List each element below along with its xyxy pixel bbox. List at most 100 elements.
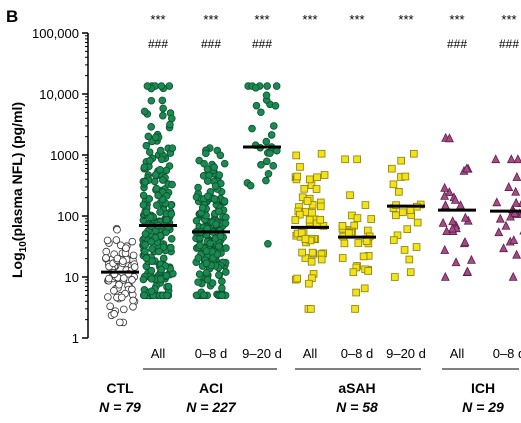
data-point [494, 227, 504, 237]
data-point [262, 157, 271, 166]
data-point [448, 223, 457, 233]
significance-stars: *** [302, 12, 317, 27]
group-n: N = 227 [186, 399, 237, 415]
data-point [130, 263, 139, 271]
data-point [460, 212, 470, 222]
data-point [292, 151, 301, 160]
data-point [145, 195, 153, 203]
data-point [349, 268, 358, 276]
data-point [140, 107, 149, 116]
data-point [139, 201, 148, 209]
data-point [147, 237, 155, 246]
data-point [440, 271, 450, 281]
y-tick-label: 1 [72, 331, 79, 346]
data-point [466, 254, 476, 264]
data-point [112, 236, 121, 244]
data-point [341, 155, 349, 164]
data-point [116, 318, 124, 327]
data-point [215, 207, 223, 216]
data-point [495, 213, 505, 223]
data-point [157, 155, 166, 164]
data-point [151, 133, 160, 142]
data-point [442, 226, 452, 236]
data-point [353, 214, 362, 222]
data-point [142, 141, 151, 150]
y-tick-label: 1000 [50, 148, 79, 163]
data-point [316, 215, 325, 224]
data-point [512, 171, 521, 181]
data-point [139, 191, 148, 200]
data-point [159, 243, 168, 251]
column-label: 9–20 d [242, 346, 282, 361]
data-point [359, 252, 368, 261]
data-point [271, 101, 280, 110]
data-point [296, 163, 304, 171]
data-point [463, 266, 472, 276]
data-point [212, 220, 220, 228]
data-point [152, 184, 161, 193]
data-point [262, 91, 271, 100]
data-point [504, 182, 514, 191]
y-tick-label: 100,000 [32, 26, 79, 41]
data-point [340, 239, 349, 248]
data-point [162, 271, 171, 280]
significance-stars: *** [501, 12, 516, 27]
data-point [104, 293, 112, 301]
data-point [307, 257, 316, 266]
data-point [218, 291, 226, 300]
data-point [403, 225, 412, 233]
data-point [320, 171, 329, 179]
data-point [501, 220, 511, 230]
data-point [511, 197, 521, 207]
plot-area: 1 10 100 1000 10,000 100,000 *** ### All *** ### 0–… [32, 12, 521, 415]
data-point [202, 247, 211, 255]
data-point [389, 180, 398, 189]
data-point [298, 248, 306, 257]
data-point [364, 267, 372, 275]
data-point [297, 229, 306, 237]
data-point [354, 239, 363, 247]
data-point [120, 305, 128, 314]
data-point [156, 275, 165, 283]
data-point [269, 122, 278, 130]
data-point [267, 131, 276, 139]
data-point [110, 310, 119, 318]
data-point [291, 216, 300, 224]
data-point [220, 159, 229, 168]
data-point [157, 265, 166, 274]
data-point [345, 229, 353, 237]
data-point [194, 254, 203, 262]
data-point [143, 82, 152, 90]
data-point [146, 213, 155, 222]
data-point [392, 211, 400, 220]
data-point [211, 182, 220, 190]
data-point [492, 197, 502, 207]
data-point [128, 285, 136, 294]
group-n: N = 29 [462, 399, 504, 415]
data-point [168, 180, 176, 189]
data-point [353, 155, 361, 164]
data-point [460, 237, 470, 247]
significance-hashes: ### [148, 37, 168, 51]
significance-hashes: ### [447, 37, 467, 51]
data-point [202, 149, 210, 158]
data-point [203, 192, 212, 201]
data-point [313, 173, 321, 182]
data-point [215, 242, 223, 251]
data-point [222, 244, 230, 252]
data-point [257, 108, 265, 117]
column-label: 0–8 d [493, 346, 521, 361]
data-point [303, 197, 312, 205]
data-point [105, 274, 113, 283]
data-point [361, 201, 370, 209]
group-n: N = 58 [336, 399, 378, 415]
data-point [115, 280, 123, 289]
data-point [159, 111, 167, 120]
data-point [410, 149, 418, 158]
data-point [262, 137, 271, 146]
data-point [462, 163, 472, 173]
data-point [221, 219, 230, 228]
data-point [450, 194, 460, 204]
panel-label: B [6, 7, 18, 26]
y-axis-label-suffix: (plasma NFL) (pg/ml) [9, 102, 25, 241]
